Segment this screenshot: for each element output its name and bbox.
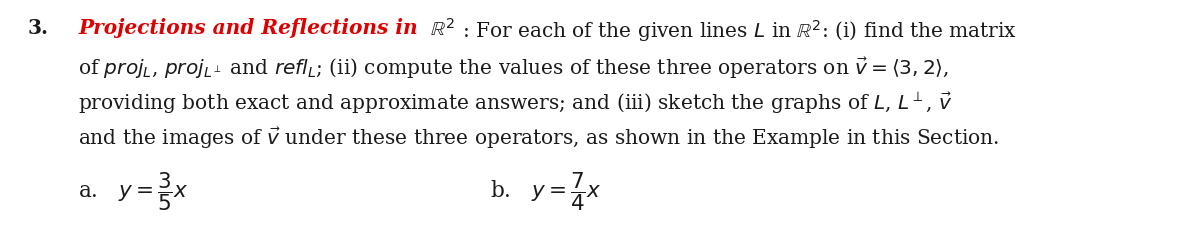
Text: providing both exact and approximate answers; and (iii) sketch the graphs of $L$: providing both exact and approximate ans…	[78, 90, 953, 116]
Text: a.   $y = \dfrac{3}{5}x$: a. $y = \dfrac{3}{5}x$	[78, 170, 188, 213]
Text: $\mathbb{R}^2$: $\mathbb{R}^2$	[430, 18, 455, 40]
Text: 3.: 3.	[28, 18, 49, 38]
Text: and the images of $\vec{v}$ under these three operators, as shown in the Example: and the images of $\vec{v}$ under these …	[78, 125, 1000, 151]
Text: : For each of the given lines $L$ in $\mathbb{R}^2$: (i) find the matrix: : For each of the given lines $L$ in $\m…	[462, 18, 1018, 44]
Text: b.   $y = \dfrac{7}{4}x$: b. $y = \dfrac{7}{4}x$	[490, 170, 601, 213]
Text: Projections and Reflections in: Projections and Reflections in	[78, 18, 418, 38]
Text: of $\mathit{proj}_L$, $\mathit{proj}_{L^\perp}$ and $\mathit{refl}_L$; (ii) comp: of $\mathit{proj}_L$, $\mathit{proj}_{L^…	[78, 55, 949, 81]
